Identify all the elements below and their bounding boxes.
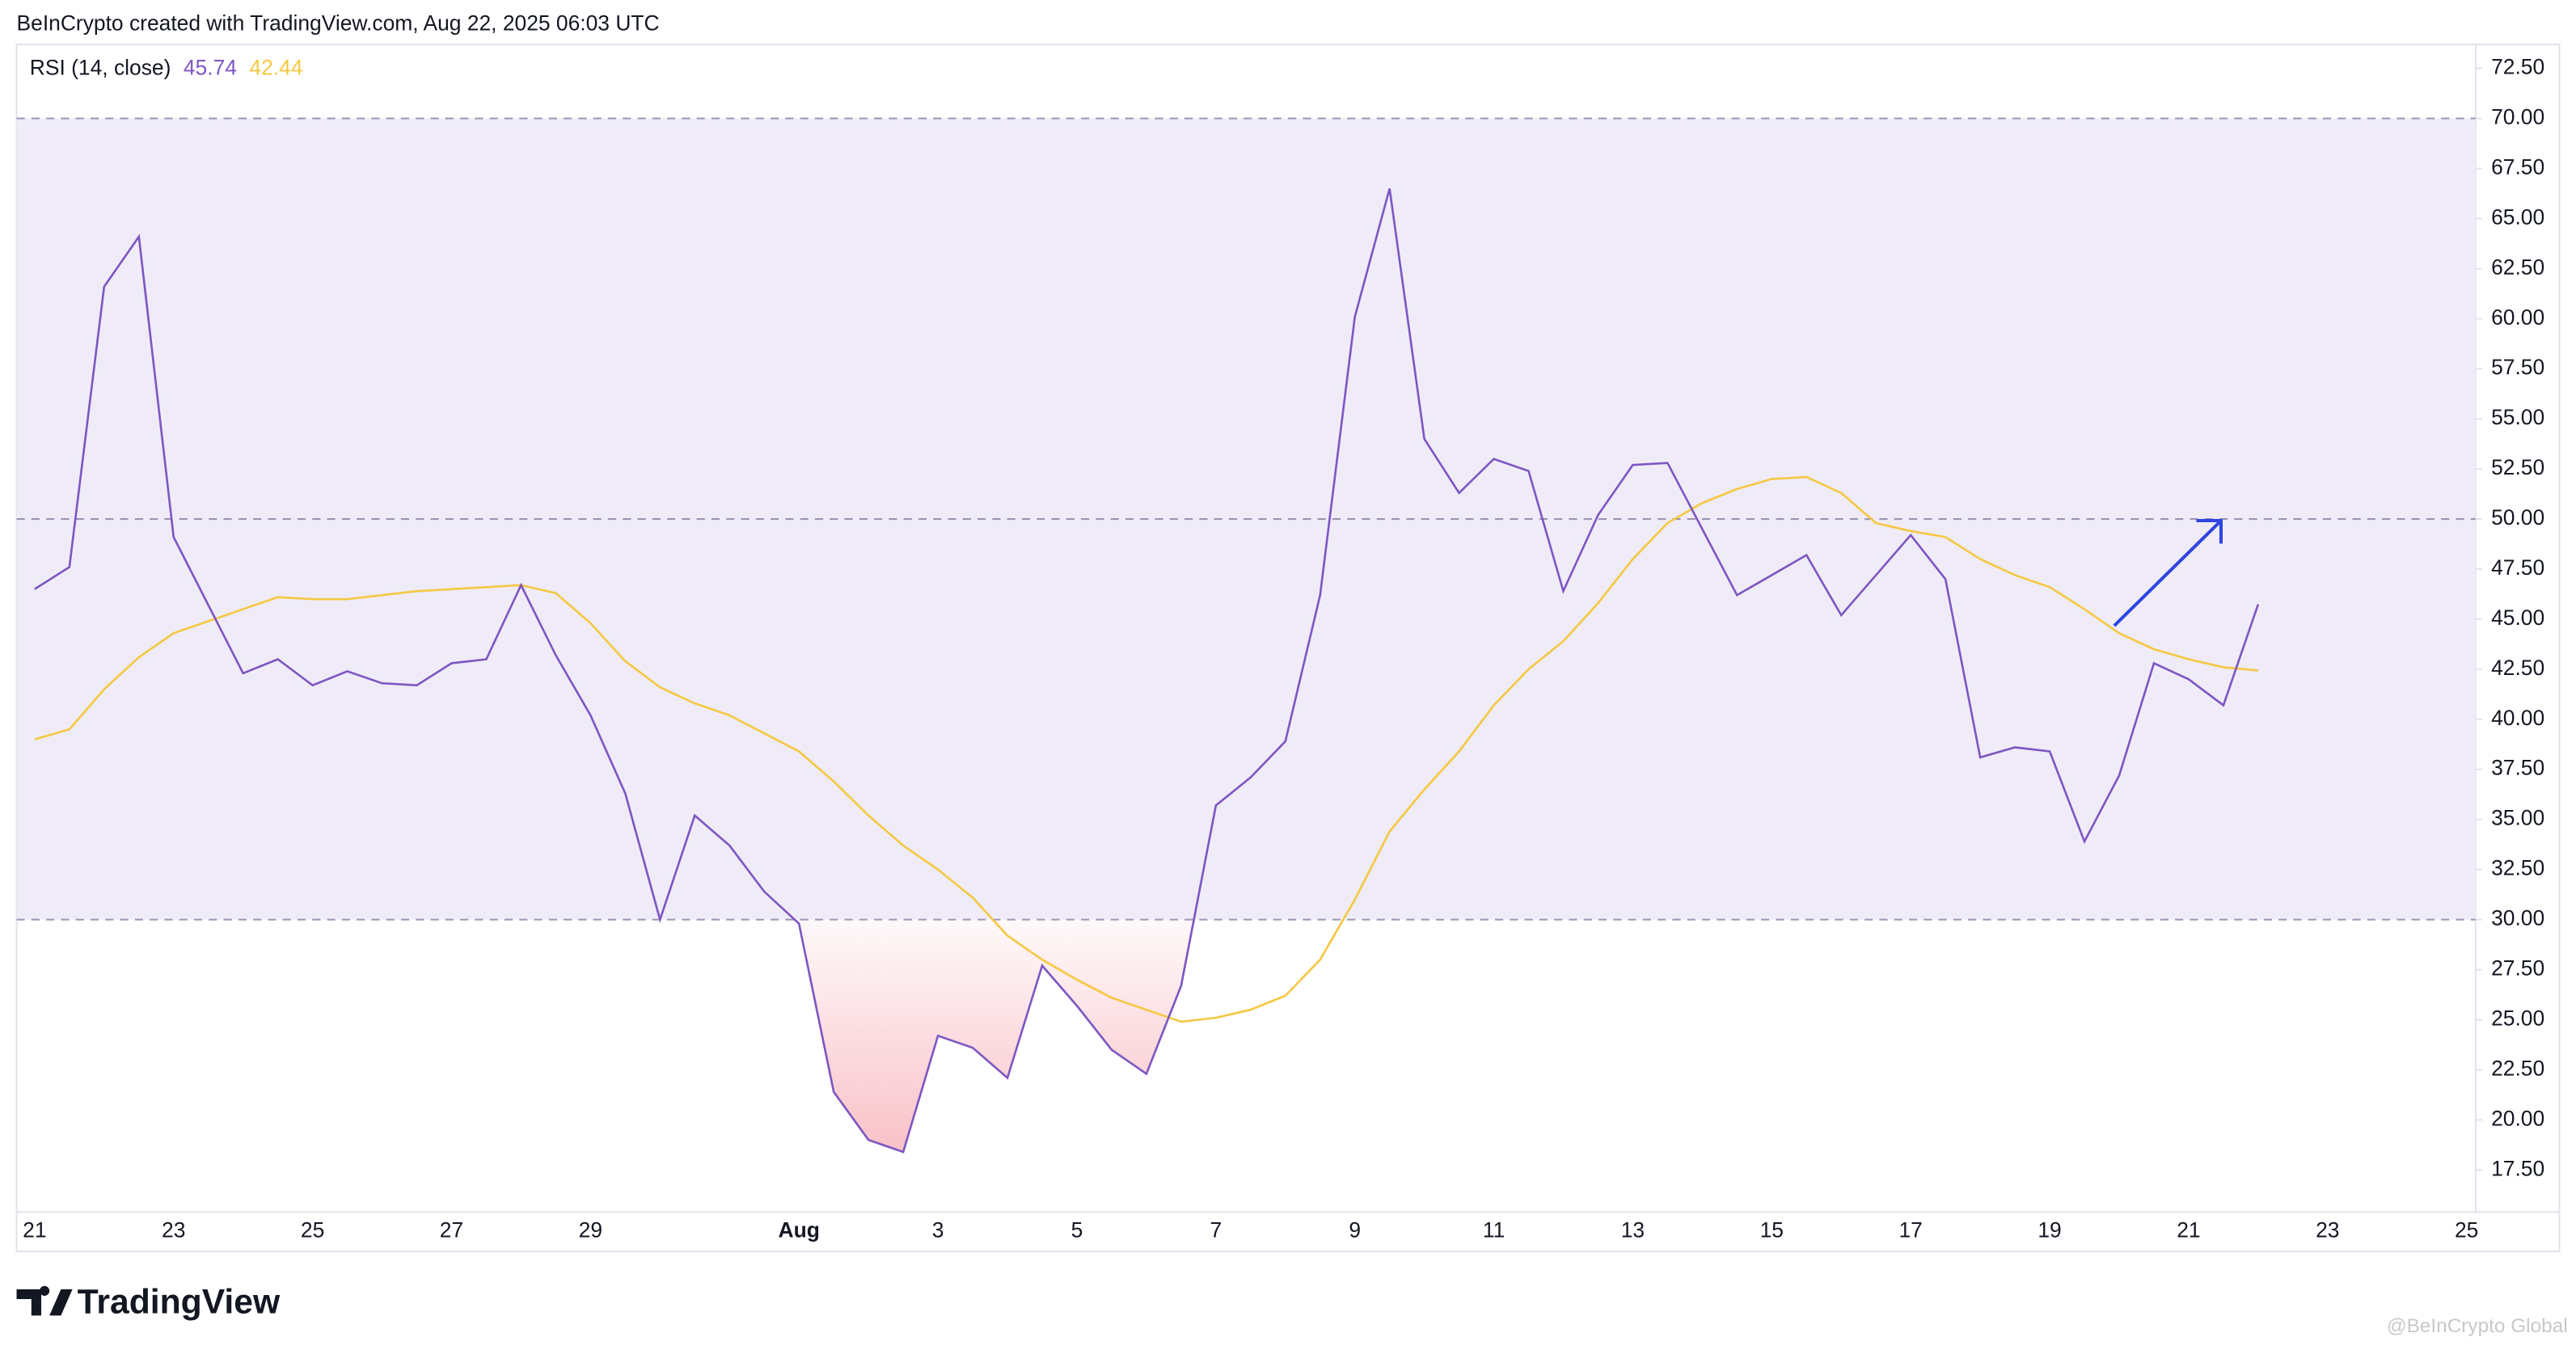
y-tick-label: 62.50 [2491, 255, 2544, 279]
logo-text: TradingView [78, 1282, 281, 1321]
x-tick-label: 19 [2038, 1218, 2061, 1242]
header-text: BeInCrypto created with TradingView.com,… [17, 11, 660, 35]
x-tick-label: 13 [1621, 1218, 1645, 1242]
y-tick-label: 52.50 [2491, 455, 2544, 479]
rsi-ma-line [34, 475, 2259, 1023]
x-tick-label: 9 [1349, 1218, 1361, 1242]
y-tick-label: 32.50 [2491, 856, 2544, 880]
y-tick-label: 70.00 [2491, 104, 2544, 129]
y-tick-label: 65.00 [2491, 205, 2544, 229]
y-tick-label: 17.50 [2491, 1156, 2544, 1180]
y-tick-label: 20.00 [2491, 1106, 2544, 1130]
watermark: @BeInCrypto Global [2387, 1315, 2568, 1337]
x-tick-label: 29 [579, 1218, 602, 1242]
logo-mark [16, 1285, 73, 1316]
x-tick-label: 15 [1760, 1218, 1784, 1242]
y-tick-label: 42.50 [2491, 656, 2544, 680]
y-tick-label: 57.50 [2491, 355, 2544, 379]
logo: TradingView [16, 1282, 281, 1321]
x-tick-label: 27 [440, 1218, 463, 1242]
x-tick-label: 3 [932, 1218, 944, 1242]
arrow-shaft [2113, 521, 2221, 627]
y-tick-label: 37.50 [2491, 756, 2544, 780]
y-tick-label: 67.50 [2491, 154, 2544, 179]
y-tick-label: 55.00 [2491, 405, 2544, 429]
rsi-line [34, 188, 2260, 1154]
legend: RSI (14, close) 45.74 42.44 [30, 55, 303, 79]
x-tick-label: 23 [2316, 1218, 2339, 1242]
y-tick-label: 72.50 [2491, 55, 2544, 79]
x-tick-label: 11 [1483, 1218, 1505, 1242]
legend-value: 45.74 [184, 55, 237, 79]
legend-value: 42.44 [249, 55, 302, 79]
x-tick-label: 21 [23, 1218, 46, 1242]
x-tick-label: 25 [301, 1218, 324, 1242]
x-tick-label: 23 [162, 1218, 185, 1242]
y-tick-label: 27.50 [2491, 956, 2544, 981]
y-tick-label: 22.50 [2491, 1056, 2544, 1080]
x-tick-label: Aug [779, 1218, 820, 1242]
x-tick-label: 5 [1071, 1218, 1083, 1242]
x-tick-label: 7 [1210, 1218, 1222, 1242]
y-tick-label: 40.00 [2491, 706, 2544, 730]
axes: 17.50 20.00 22.50 25.00 27.50 30.00 32.50 35.00… [23, 55, 2544, 1242]
y-tick-label: 45.00 [2491, 605, 2544, 630]
y-tick-label: 35.00 [2491, 806, 2544, 830]
y-tick-label: 47.50 [2491, 555, 2544, 580]
arrow-annotation [2113, 518, 2223, 627]
y-tick-label: 50.00 [2491, 505, 2544, 529]
oversold-fill [794, 919, 1194, 1153]
x-tick-label: 21 [2177, 1218, 2200, 1242]
x-tick-label: 17 [1899, 1218, 1923, 1242]
y-tick-label: 60.00 [2491, 305, 2544, 329]
arrow-head [2196, 518, 2223, 544]
x-tick-label: 25 [2455, 1218, 2478, 1242]
y-tick-label: 25.00 [2491, 1006, 2544, 1030]
indicator-name: RSI (14, close) [30, 55, 171, 79]
y-tick-label: 30.00 [2491, 906, 2544, 930]
plot-area [16, 117, 2476, 1154]
